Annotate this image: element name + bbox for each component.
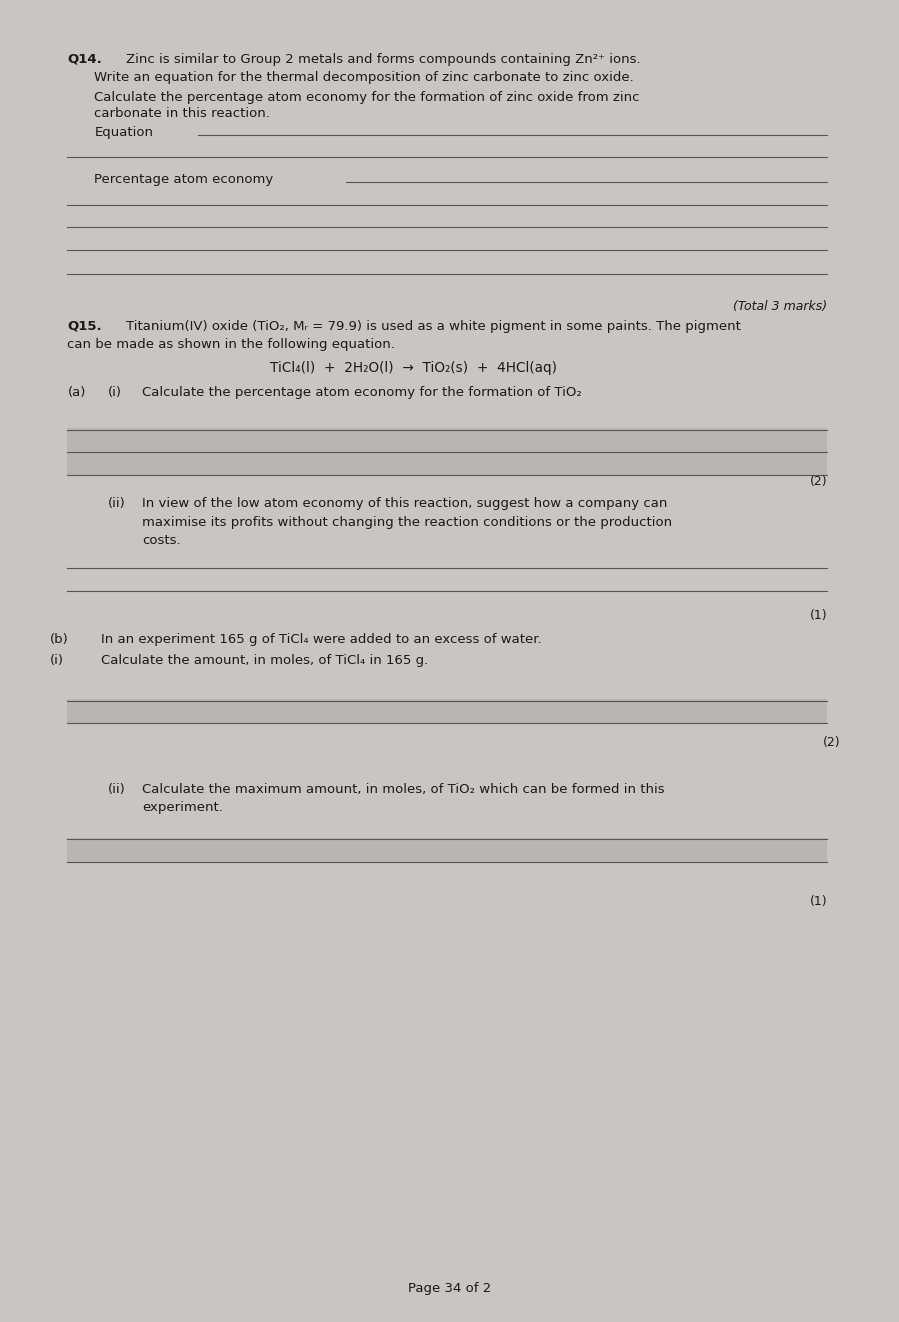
Text: In view of the low atom economy of this reaction, suggest how a company can: In view of the low atom economy of this … [142, 497, 667, 510]
Text: (2): (2) [809, 475, 827, 488]
Text: Calculate the percentage atom economy for the formation of zinc oxide from zinc: Calculate the percentage atom economy fo… [94, 91, 640, 104]
Text: Zinc is similar to Group 2 metals and forms compounds containing Zn²⁺ ions.: Zinc is similar to Group 2 metals and fo… [126, 53, 640, 66]
Bar [67, 428, 827, 475]
Text: maximise its profits without changing the reaction conditions or the production: maximise its profits without changing th… [142, 516, 672, 529]
Text: (i): (i) [49, 654, 64, 668]
Text: Calculate the percentage atom economy for the formation of TiO₂: Calculate the percentage atom economy fo… [142, 386, 582, 399]
Text: Percentage atom economy: Percentage atom economy [94, 173, 273, 186]
Text: Calculate the amount, in moles, of TiCl₄ in 165 g.: Calculate the amount, in moles, of TiCl₄… [101, 654, 428, 668]
Text: (a): (a) [67, 386, 85, 399]
Text: can be made as shown in the following equation.: can be made as shown in the following eq… [67, 338, 396, 352]
Text: (2): (2) [823, 736, 841, 750]
Text: experiment.: experiment. [142, 801, 223, 814]
Text: (b): (b) [49, 633, 68, 646]
Text: (i): (i) [108, 386, 122, 399]
Bar [67, 838, 827, 862]
Text: Equation: Equation [94, 126, 154, 139]
Text: (Total 3 marks): (Total 3 marks) [733, 300, 827, 313]
Text: Calculate the maximum amount, in moles, of TiO₂ which can be formed in this: Calculate the maximum amount, in moles, … [142, 783, 664, 796]
Text: costs.: costs. [142, 534, 181, 547]
Text: carbonate in this reaction.: carbonate in this reaction. [94, 107, 271, 120]
Text: Write an equation for the thermal decomposition of zinc carbonate to zinc oxide.: Write an equation for the thermal decomp… [94, 71, 634, 85]
Text: Titanium(IV) oxide (TiO₂, Mᵣ = 79.9) is used as a white pigment in some paints. : Titanium(IV) oxide (TiO₂, Mᵣ = 79.9) is … [126, 320, 741, 333]
Text: Q14.: Q14. [67, 53, 102, 66]
Text: Page 34 of 2: Page 34 of 2 [408, 1282, 491, 1296]
Text: (ii): (ii) [108, 497, 126, 510]
Bar [67, 699, 827, 723]
Text: Q15.: Q15. [67, 320, 102, 333]
Text: (ii): (ii) [108, 783, 126, 796]
Text: TiCl₄(l)  +  2H₂O(l)  →  TiO₂(s)  +  4HCl(aq): TiCl₄(l) + 2H₂O(l) → TiO₂(s) + 4HCl(aq) [270, 361, 556, 375]
Text: In an experiment 165 g of TiCl₄ were added to an excess of water.: In an experiment 165 g of TiCl₄ were add… [101, 633, 541, 646]
Text: (1): (1) [809, 895, 827, 908]
Text: (1): (1) [809, 609, 827, 623]
